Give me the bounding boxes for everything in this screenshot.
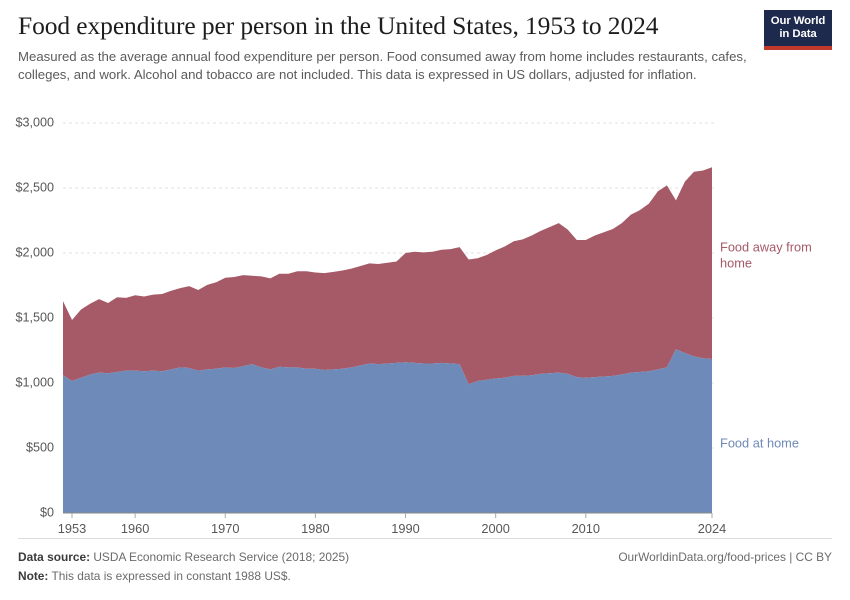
note-value: This data is expressed in constant 1988 … [51,568,291,583]
series-label-food-at-home: Food at home [720,435,799,450]
x-tick-label: 2000 [481,521,509,536]
page-title: Food expenditure per person in the Unite… [18,11,659,40]
y-tick-label: $2,000 [15,245,54,259]
area-food-away-from-home[interactable] [63,167,712,385]
note-label: Note: [18,568,49,583]
attribution-link[interactable]: OurWorldinData.org/food-prices | CC BY [618,549,832,564]
footer-source-row: Data source: USDA Economic Research Serv… [18,548,832,567]
chart-footer: Data source: USDA Economic Research Serv… [18,537,832,586]
x-tick-label: 1980 [301,521,329,536]
y-tick-label: $3,000 [15,115,54,129]
x-tick-label: 1953 [58,521,86,536]
axis-lines [63,512,713,518]
x-axis-tick-labels: 1953 1960 1970 1980 1990 2000 2010 2024 [58,521,726,536]
owid-logo-line1: Our World [770,15,826,27]
y-tick-label: $1,000 [15,375,54,389]
source-label: Data source: [18,549,91,564]
area-food-at-home[interactable] [63,349,712,513]
chart-header: Food expenditure per person in the Unite… [0,0,850,85]
y-tick-label: $500 [26,440,54,454]
x-tick-label: 1990 [391,521,419,536]
source-value: USDA Economic Research Service (2018; 20… [93,549,350,564]
x-tick-label: 2024 [698,521,726,536]
y-axis-tick-labels: $0 $500 $1,000 $1,500 $2,000 $2,500 $3,000 [15,115,54,519]
owid-logo-line2: in Data [779,28,817,41]
y-tick-label: $2,500 [15,180,54,194]
x-tick-label: 2010 [572,521,600,536]
chart-area[interactable]: $0 $500 $1,000 $1,500 $2,000 $2,500 $3,000 195… [0,108,850,538]
series-label-food-away-from-home: Food away from [720,239,812,254]
chart-subtitle: Measured as the average annual food expe… [18,48,747,83]
series-label-food-away-from-home: home [720,255,752,270]
x-tick-label: 1970 [211,521,239,536]
owid-logo[interactable]: Our World in Data [764,10,832,50]
x-tick-label: 1960 [121,521,149,536]
area-series-group[interactable] [63,167,712,513]
stacked-area-chart[interactable]: $0 $500 $1,000 $1,500 $2,000 $2,500 $3,000 195… [0,108,850,538]
y-tick-label: $0 [40,505,54,519]
y-tick-label: $1,500 [15,310,54,324]
footer-note-row: Note: This data is expressed in constant… [18,567,832,586]
